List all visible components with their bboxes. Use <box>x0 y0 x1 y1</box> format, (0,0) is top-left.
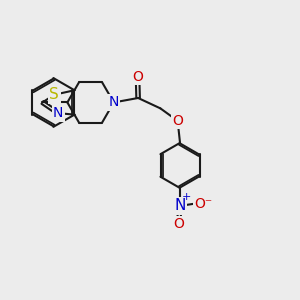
Text: N: N <box>174 198 186 213</box>
Text: O: O <box>173 217 184 231</box>
Text: +: + <box>182 192 191 202</box>
Text: O⁻: O⁻ <box>194 196 212 211</box>
Text: O: O <box>172 114 183 128</box>
Text: N: N <box>109 95 119 110</box>
Text: S: S <box>50 87 59 102</box>
Text: O: O <box>132 70 143 84</box>
Text: N: N <box>53 106 63 120</box>
